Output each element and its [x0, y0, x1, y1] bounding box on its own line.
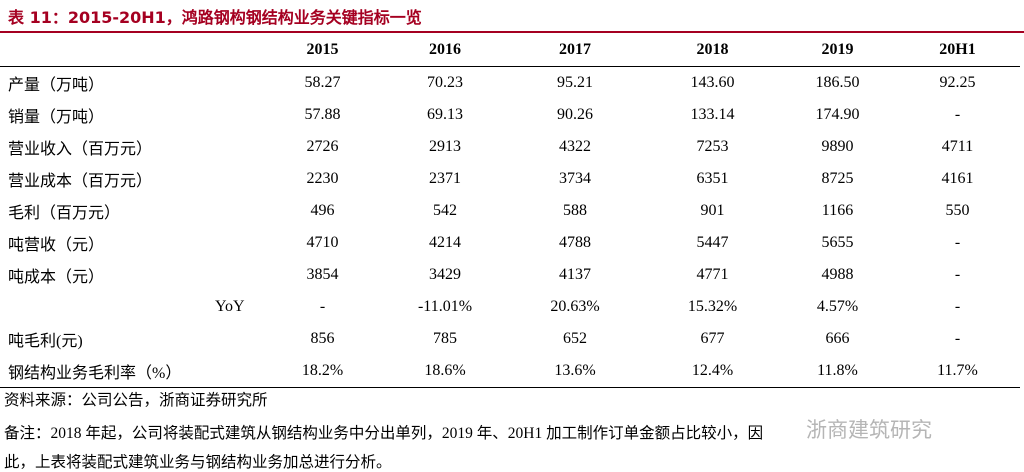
- row-label: 销量（万吨）: [8, 109, 105, 126]
- column-header: 2018: [645, 34, 780, 67]
- cell: 4161: [941, 170, 974, 187]
- cell: 785: [433, 330, 457, 347]
- cell: 186.50: [815, 74, 860, 91]
- row-label: 吨营收（元）: [8, 237, 105, 254]
- cell: 143.60: [690, 74, 735, 91]
- cell: 4214: [429, 234, 461, 251]
- header-corner: [0, 34, 260, 67]
- cell: -: [319, 298, 326, 315]
- cell: 677: [700, 330, 725, 347]
- cell: 542: [433, 202, 457, 219]
- cell: 174.90: [815, 106, 860, 123]
- title-rule: [0, 31, 1024, 33]
- data-table: 2015 2016 2017 2018 2019 20H1 产量（万吨） 58.27 70.2…: [0, 34, 1020, 388]
- table-row: 营业成本（百万元） 2230 2371 3734 6351 8725 4161: [0, 163, 1020, 195]
- cell: 2371: [429, 170, 461, 187]
- row-label: 毛利（百万元）: [8, 205, 121, 222]
- cell: 8725: [821, 170, 854, 187]
- cell: 6351: [696, 170, 729, 187]
- cell: 58.27: [304, 74, 341, 91]
- cell: 133.14: [690, 106, 735, 123]
- cell: 496: [310, 202, 335, 219]
- cell: 4.57%: [816, 298, 859, 315]
- cell: 90.26: [557, 106, 593, 123]
- row-label: 吨成本（元）: [8, 269, 105, 286]
- table-row: 产量（万吨） 58.27 70.23 95.21 143.60 186.50 92.25: [0, 67, 1020, 100]
- cell: 4771: [696, 266, 729, 283]
- cell: -: [954, 298, 961, 315]
- cell: 4788: [559, 234, 591, 251]
- cell: 2913: [429, 138, 461, 155]
- table-row: 吨成本（元） 3854 3429 4137 4771 4988 -: [0, 259, 1020, 291]
- cell: 901: [700, 202, 725, 219]
- cell: 856: [310, 330, 335, 347]
- cell: 15.32%: [687, 298, 738, 315]
- row-label: 吨毛利(元): [8, 333, 83, 350]
- table-title: 表 11：2015-20H1，鸿路钢构钢结构业务关键指标一览: [8, 8, 422, 27]
- column-header: 2019: [780, 34, 895, 67]
- cell: 666: [825, 330, 850, 347]
- cell: 3854: [306, 266, 339, 283]
- column-header: 2016: [385, 34, 505, 67]
- cell: 92.25: [939, 74, 976, 91]
- column-header: 20H1: [895, 34, 1020, 67]
- cell: 4322: [559, 138, 591, 155]
- cell: 652: [563, 330, 587, 347]
- cell: 20.63%: [550, 298, 600, 315]
- cell: 550: [945, 202, 970, 219]
- note-line: 备注：2018 年起，公司将装配式建筑从钢结构业务中分出单列，2019 年、20…: [4, 425, 764, 442]
- table-row: 吨营收（元） 4710 4214 4788 5447 5655 -: [0, 227, 1020, 259]
- header-row: 2015 2016 2017 2018 2019 20H1: [0, 34, 1020, 67]
- cell: 18.6%: [385, 355, 505, 388]
- column-header: 2015: [260, 34, 385, 67]
- cell: 5655: [821, 234, 854, 251]
- cell: 11.8%: [780, 355, 895, 388]
- cell: 7253: [696, 138, 729, 155]
- cell: 3734: [559, 170, 591, 187]
- column-header: 2017: [505, 34, 645, 67]
- cell: 588: [563, 202, 587, 219]
- cell: 9890: [821, 138, 854, 155]
- cell: -: [954, 266, 961, 283]
- cell: -: [954, 234, 961, 251]
- row-label: 产量（万吨）: [8, 77, 105, 94]
- cell: 57.88: [304, 106, 341, 123]
- cell: 4137: [559, 266, 591, 283]
- cell: 5447: [696, 234, 729, 251]
- cell: 4988: [821, 266, 854, 283]
- cell: 4710: [306, 234, 339, 251]
- cell: -11.01%: [417, 298, 473, 315]
- row-label: 钢结构业务毛利率（%）: [0, 355, 260, 388]
- cell: -: [954, 330, 961, 347]
- row-label: YoY: [215, 298, 245, 315]
- cell: 3429: [429, 266, 461, 283]
- cell: 18.2%: [260, 355, 385, 388]
- cell: 95.21: [557, 74, 593, 91]
- source-note: 资料来源：公司公告，浙商证券研究所: [4, 392, 268, 409]
- table-row: YoY - -11.01% 20.63% 15.32% 4.57% -: [0, 291, 1020, 323]
- cell: 69.13: [427, 106, 463, 123]
- table-row: 营业收入（百万元） 2726 2913 4322 7253 9890 4711: [0, 131, 1020, 163]
- table-row: 毛利（百万元） 496 542 588 901 1166 550: [0, 195, 1020, 227]
- cell: 2726: [306, 138, 339, 155]
- cell: 4711: [941, 138, 974, 155]
- table-row: 销量（万吨） 57.88 69.13 90.26 133.14 174.90 -: [0, 99, 1020, 131]
- note-line: 此，上表将装配式建筑业务与钢结构业务加总进行分析。: [4, 454, 392, 471]
- cell: 12.4%: [645, 355, 780, 388]
- row-label: 营业成本（百万元）: [8, 173, 153, 190]
- table-row: 吨毛利(元) 856 785 652 677 666 -: [0, 323, 1020, 355]
- cell: 1166: [821, 202, 854, 219]
- cell: 70.23: [427, 74, 463, 91]
- cell: 11.7%: [895, 355, 1020, 388]
- table-row: 钢结构业务毛利率（%） 18.2% 18.6% 13.6% 12.4% 11.8% 11.7…: [0, 355, 1020, 388]
- cell: 13.6%: [505, 355, 645, 388]
- row-label: 营业收入（百万元）: [8, 141, 153, 158]
- cell: 2230: [306, 170, 339, 187]
- cell: -: [954, 106, 961, 123]
- watermark: 浙商建筑研究: [806, 418, 932, 442]
